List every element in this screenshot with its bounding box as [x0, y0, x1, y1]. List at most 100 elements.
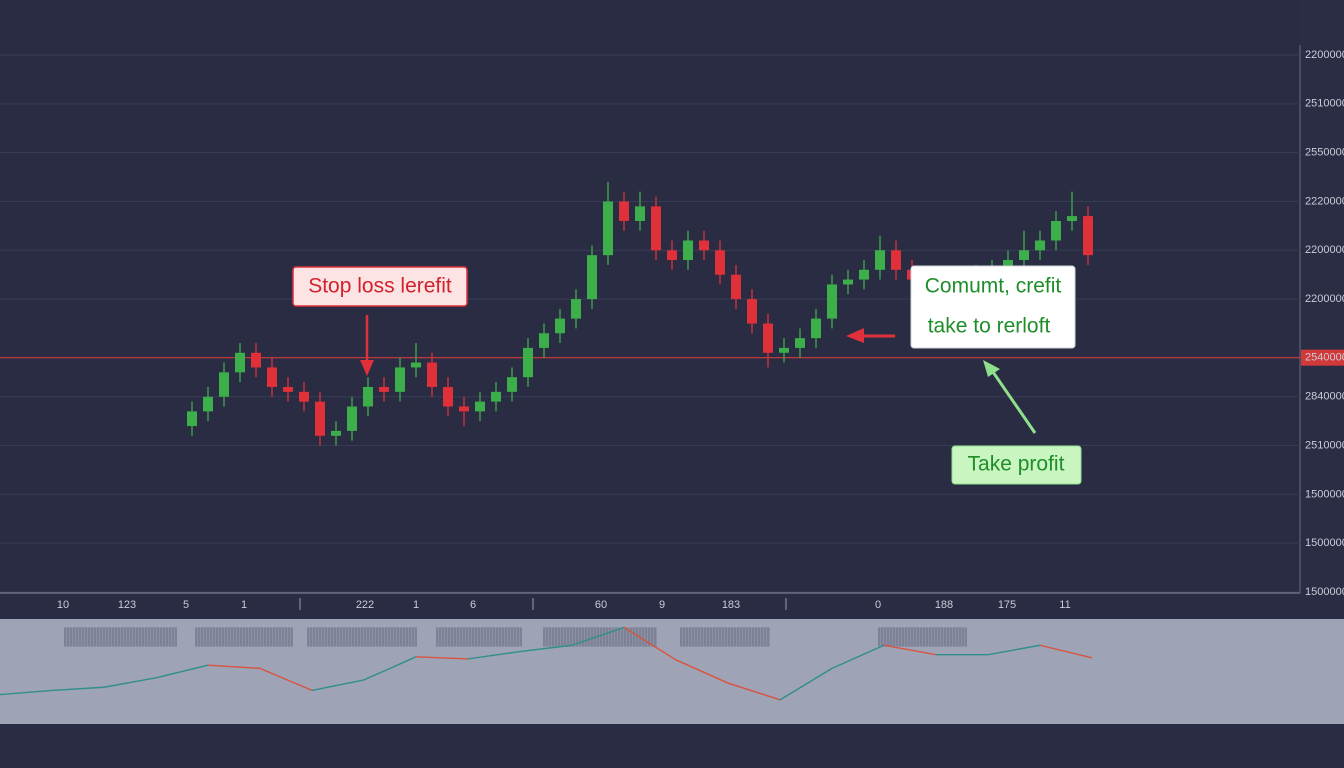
indicator-segment: [727, 682, 781, 701]
indicator-segment: [259, 667, 313, 692]
indicator-segment: [467, 650, 521, 660]
y-tick-label: 1500000: [1305, 586, 1344, 598]
note-line: Comumt, crefit: [925, 275, 1062, 298]
candle-body: [411, 362, 421, 368]
indicator-segment: [103, 677, 157, 688]
y-tick-label: 2200000: [1305, 293, 1344, 305]
candle-body: [1019, 250, 1029, 261]
candle-body: [619, 201, 629, 221]
stop-loss-box: [292, 266, 468, 307]
axis-labels: 2200000 2510000 2550000 2220000 2200000 22000…: [57, 49, 1344, 611]
indicator: [0, 626, 1093, 701]
candle-body: [683, 240, 693, 261]
candle-body: [459, 406, 469, 412]
indicator-segment: [779, 667, 833, 701]
indicator-segment: [311, 679, 365, 692]
x-tick-label: 175: [998, 599, 1016, 611]
candle-body: [427, 362, 437, 387]
candle-body: [715, 250, 725, 275]
stop-loss-label: Stop loss lerefit: [308, 275, 452, 298]
candle-body: [299, 391, 309, 402]
candle-body: [651, 206, 661, 251]
candle-body: [507, 377, 517, 392]
candle-body: [763, 323, 773, 353]
take-profit-annotation: Take profit: [951, 360, 1082, 485]
take-profit-box: [951, 445, 1082, 485]
x-tick-label: 183: [722, 599, 740, 611]
x-tick-label: 6: [470, 599, 476, 611]
candle-body: [539, 333, 549, 348]
stop-loss-annotation: Stop loss lerefit: [292, 266, 468, 376]
indicator-segment: [831, 644, 885, 669]
candle-body: [635, 206, 645, 221]
indicator-segment: [623, 626, 677, 661]
indicator-segment: [51, 686, 105, 692]
candle-body: [827, 284, 837, 319]
candle-body: [203, 396, 213, 412]
candle-body: [1003, 260, 1013, 270]
indicator-segment: [0, 689, 53, 696]
candle-body: [603, 201, 613, 256]
candle-body: [395, 367, 405, 392]
candle-body: [859, 269, 869, 280]
candle-body: [731, 274, 741, 300]
x-tick-label: 60: [595, 599, 607, 611]
candle-body: [315, 401, 325, 436]
candle-body: [555, 318, 565, 334]
candle-body: [1051, 220, 1061, 241]
candle-body: [779, 347, 789, 353]
candle-body: [347, 406, 357, 431]
candle-body: [891, 250, 901, 270]
y-tick-label: 2220000: [1305, 195, 1344, 207]
candle-body: [267, 367, 277, 387]
candle-body: [795, 338, 805, 348]
x-tick-label: 5: [183, 599, 189, 611]
indicator-segment: [363, 656, 417, 681]
take-profit-arrow: [991, 371, 1037, 434]
x-tick-label: 9: [659, 599, 665, 611]
y-tick-label: 2540000: [1305, 352, 1344, 364]
y-tick-label: 2510000: [1305, 98, 1344, 110]
candle-body: [491, 391, 501, 402]
indicator-segment: [1039, 644, 1093, 659]
candle-body: [587, 255, 597, 300]
x-tick-label: 1: [413, 599, 419, 611]
indicator-segment: [675, 659, 729, 684]
x-tick-label: 10: [57, 599, 69, 611]
candle-body: [443, 386, 453, 407]
stop-loss-arrowhead: [360, 360, 374, 376]
x-tick-label: 1: [241, 599, 247, 611]
candle-body: [875, 250, 885, 270]
volume-block: [64, 627, 177, 647]
note-annotation: Comumt, crefit take to rerloft: [846, 265, 1076, 349]
indicator-segment: [571, 626, 625, 646]
candle-body: [1035, 240, 1045, 251]
candle-body: [475, 401, 485, 412]
candle-body: [251, 352, 261, 368]
candle-body: [811, 318, 821, 339]
indicator-segment: [519, 644, 573, 653]
candle-body: [219, 372, 229, 397]
candle-body: [1067, 216, 1077, 221]
candle-body: [331, 430, 341, 436]
indicator-segment: [155, 664, 209, 679]
candle-body: [571, 299, 581, 319]
take-profit-label: Take profit: [968, 453, 1065, 476]
note-box: [910, 265, 1076, 349]
y-tick-label: 2840000: [1305, 391, 1344, 403]
take-profit-arrowhead: [983, 360, 1000, 377]
x-tick-label: 11: [1059, 599, 1070, 611]
candle-body: [523, 347, 533, 378]
price-marker: [1301, 349, 1344, 366]
candle-body: [1083, 216, 1093, 256]
x-tick-label: 222: [356, 599, 374, 611]
grid: [0, 54, 1300, 593]
indicator-segment: [987, 644, 1041, 656]
note-arrowhead: [846, 328, 864, 343]
y-tick-label: 1500000: [1305, 537, 1344, 549]
candle-body: [363, 386, 373, 407]
candle-body: [235, 352, 245, 373]
candle-body: [379, 386, 389, 392]
